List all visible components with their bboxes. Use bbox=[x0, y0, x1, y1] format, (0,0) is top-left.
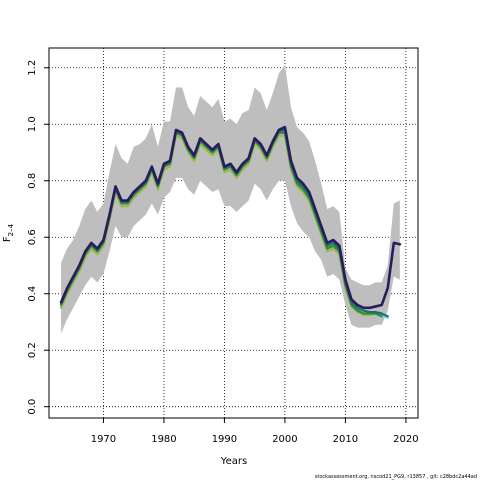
x-tick-label-4: 2010 bbox=[333, 434, 358, 445]
y-tick-label-1: 0.2 bbox=[27, 342, 38, 358]
y-tick-label-2: 0.4 bbox=[27, 286, 38, 302]
y-axis-title: F2–4 bbox=[2, 223, 15, 242]
y-tick-label-0: 0.0 bbox=[27, 399, 38, 415]
series-line-0 bbox=[59, 125, 402, 310]
x-tick-label-2: 1990 bbox=[212, 434, 237, 445]
x-axis-title: Years bbox=[220, 456, 247, 467]
confidence-band-area bbox=[61, 64, 400, 334]
y-axis-title-main: F bbox=[2, 236, 13, 242]
x-tick-label-5: 2020 bbox=[393, 434, 418, 445]
y-axis: 0.0 0.2 0.4 0.6 0.8 1.0 1.2 bbox=[27, 60, 49, 415]
y-axis-title-subscript: 2–4 bbox=[7, 223, 15, 236]
x-tick-label-0: 1970 bbox=[91, 434, 116, 445]
x-tick-label-1: 1980 bbox=[151, 434, 176, 445]
y-tick-label-3: 0.6 bbox=[27, 229, 38, 245]
confidence-band bbox=[61, 64, 400, 334]
y-tick-label-4: 0.8 bbox=[27, 173, 38, 189]
plot-frame bbox=[48, 47, 419, 419]
series-lines bbox=[59, 125, 402, 319]
y-tick-label-6: 1.2 bbox=[27, 60, 38, 76]
x-axis: 1970 1980 1990 2000 2010 2020 bbox=[91, 418, 419, 445]
footer-credit: stockassessment.org, nscod21_PG9, r13857… bbox=[315, 474, 477, 480]
x-tick-label-3: 2000 bbox=[272, 434, 297, 445]
y-tick-label-5: 1.0 bbox=[27, 116, 38, 132]
